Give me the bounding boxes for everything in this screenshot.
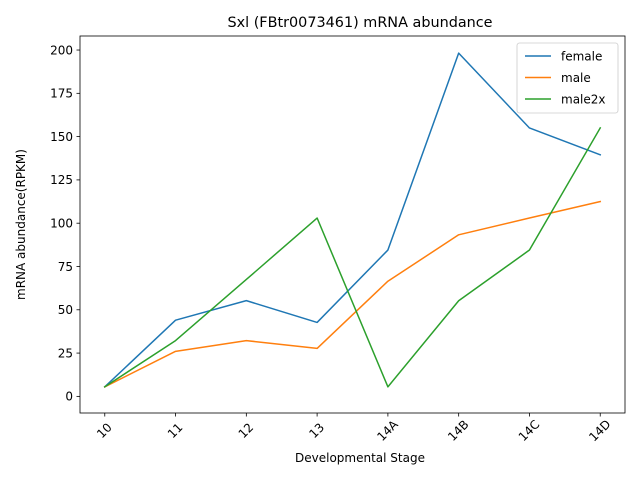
plot-area (79, 35, 626, 414)
y-axis-label: mRNA abundance(RPKM) (14, 149, 28, 300)
series-line-female (103, 52, 602, 388)
y-axis: 0 25 50 75 100 125 150 175 200 (50, 43, 80, 404)
y-tick-label: 25 (58, 346, 73, 360)
legend-box (516, 42, 619, 114)
y-tick-label: 200 (50, 43, 73, 57)
y-tick-label: 175 (50, 87, 73, 101)
legend-label-female: female (561, 49, 602, 63)
y-tick-label: 50 (58, 303, 73, 317)
series-layer (103, 52, 602, 388)
y-tick-label: 150 (50, 130, 73, 144)
y-tick-label: 0 (65, 390, 73, 404)
axes-frame (79, 35, 626, 414)
y-tick-label: 75 (58, 260, 73, 274)
series-line-male (103, 200, 602, 388)
y-tick-label: 100 (50, 217, 73, 231)
series-line-male2x (103, 126, 602, 388)
legend-label-male2x: male2x (561, 92, 606, 106)
x-axis-label: Developmental Stage (295, 451, 425, 465)
legend-label-male: male (561, 71, 591, 85)
chart-title: Sxl (FBtr0073461) mRNA abundance (227, 15, 492, 31)
legend: female male male2x (516, 42, 619, 114)
y-tick-label: 125 (50, 173, 73, 187)
